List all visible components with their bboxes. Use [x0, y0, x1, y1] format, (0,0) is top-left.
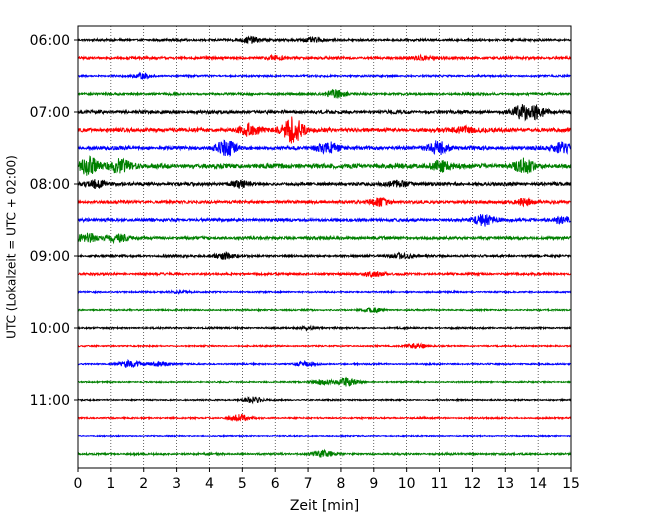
y-tick-label-2: 08:00 [30, 177, 70, 193]
y-tick-label-3: 09:00 [30, 249, 70, 265]
x-tick-label-6: 6 [271, 476, 280, 492]
trace-1015 [77, 342, 572, 350]
trace-0630 [77, 71, 572, 80]
trace-0845 [77, 232, 572, 245]
seismic-traces [77, 35, 572, 458]
x-axis-ticks: 0 1 2 3 4 5 6 7 8 9 10 11 12 13 14 15 [74, 468, 580, 492]
x-tick-label-14: 14 [529, 476, 547, 492]
y-tick-label-0: 06:00 [30, 33, 70, 49]
x-tick-label-0: 0 [74, 476, 83, 492]
trace-0600 [77, 35, 572, 45]
trace-0900 [77, 250, 572, 260]
trace-1045 [77, 376, 572, 387]
y-axis-title: UTC (Lokalzeit = UTC + 02:00) [5, 155, 19, 339]
x-tick-label-4: 4 [205, 476, 214, 492]
trace-0915 [77, 270, 572, 278]
trace-0730 [77, 139, 572, 157]
trace-0830 [77, 214, 572, 227]
trace-0645 [77, 88, 572, 99]
x-tick-label-10: 10 [398, 476, 416, 492]
x-tick-label-3: 3 [172, 476, 181, 492]
x-tick-label-15: 15 [562, 476, 580, 492]
trace-0745 [77, 155, 572, 176]
trace-0815 [77, 196, 572, 208]
trace-1000 [77, 324, 572, 332]
trace-0615 [77, 53, 572, 62]
x-tick-label-5: 5 [238, 476, 247, 492]
x-tick-label-7: 7 [304, 476, 313, 492]
x-tick-label-1: 1 [106, 476, 115, 492]
y-tick-label-4: 10:00 [30, 321, 70, 337]
y-axis-ticks: 06:00 07:00 08:00 09:00 10:00 11:00 [30, 33, 78, 409]
trace-0930 [77, 288, 572, 295]
trace-0800 [77, 179, 572, 190]
plot-frame [77, 25, 572, 469]
trace-1115 [77, 413, 572, 423]
x-tick-label-2: 2 [139, 476, 148, 492]
y-tick-label-1: 07:00 [30, 105, 70, 121]
trace-1145 [77, 448, 572, 458]
x-tick-label-12: 12 [463, 476, 481, 492]
x-tick-label-11: 11 [431, 476, 449, 492]
x-axis-title: Zeit [min] [290, 498, 359, 514]
x-tick-label-13: 13 [496, 476, 514, 492]
y-tick-label-5: 11:00 [30, 393, 70, 409]
trace-1100 [77, 396, 572, 405]
x-tick-label-8: 8 [336, 476, 345, 492]
trace-0715 [77, 116, 572, 144]
trace-1030 [77, 359, 572, 369]
trace-0945 [77, 306, 572, 314]
x-tick-label-9: 9 [369, 476, 378, 492]
trace-1130 [77, 434, 572, 439]
trace-0700 [77, 104, 572, 122]
